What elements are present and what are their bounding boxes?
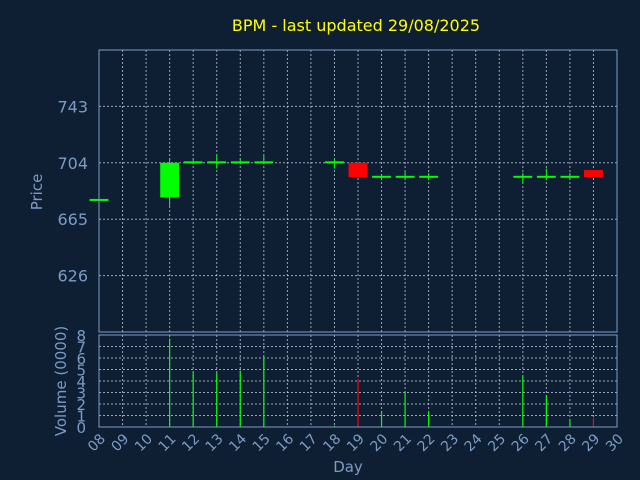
price-axis-label: Price bbox=[28, 174, 46, 211]
volume-tick-label: 3 bbox=[76, 385, 86, 403]
x-tick-label: 15 bbox=[250, 431, 274, 455]
x-tick-label: 11 bbox=[156, 431, 180, 455]
x-tick-label: 08 bbox=[85, 431, 109, 455]
x-tick-label: 19 bbox=[344, 431, 368, 455]
volume-tick-label: 8 bbox=[76, 327, 86, 345]
price-tick-label: 704 bbox=[57, 154, 88, 173]
x-tick-label: 20 bbox=[368, 431, 392, 455]
candle-body bbox=[513, 175, 533, 178]
candle-body bbox=[230, 161, 250, 164]
x-axis-label: Day bbox=[333, 458, 363, 476]
x-tick-label: 10 bbox=[132, 431, 156, 455]
volume-tick-label: 4 bbox=[76, 373, 86, 391]
x-tick-label: 24 bbox=[462, 431, 486, 455]
volume-tick-label: 2 bbox=[76, 396, 86, 414]
x-tick-label: 26 bbox=[509, 431, 533, 455]
volume-bars bbox=[98, 338, 595, 427]
chart-title: BPM - last updated 29/08/2025 bbox=[232, 16, 480, 35]
volume-tick-label: 1 bbox=[76, 408, 86, 426]
price-panel-frame bbox=[98, 49, 618, 333]
price-tick-label: 626 bbox=[57, 267, 88, 286]
volume-axis-label: Volume (0000) bbox=[52, 326, 70, 436]
x-tick-label: 16 bbox=[273, 431, 297, 455]
x-tick-label: 18 bbox=[320, 431, 344, 455]
x-tick-label: 22 bbox=[415, 431, 439, 455]
candle-body bbox=[325, 161, 344, 164]
volume-tick-label: 5 bbox=[76, 362, 86, 380]
candle-body bbox=[584, 170, 603, 178]
x-tick-label: 09 bbox=[109, 431, 133, 455]
x-tick-label: 28 bbox=[556, 431, 580, 455]
candle-body bbox=[395, 175, 415, 178]
x-tick-label: 29 bbox=[579, 431, 603, 455]
candles bbox=[89, 155, 603, 207]
x-tick-label: 12 bbox=[179, 431, 203, 455]
volume-panel-frame bbox=[98, 334, 618, 428]
price-tick-label: 665 bbox=[57, 210, 88, 229]
x-tick-label: 27 bbox=[532, 431, 556, 455]
candle-body bbox=[560, 175, 580, 178]
candle-body bbox=[207, 161, 227, 164]
x-tick-label: 25 bbox=[485, 431, 509, 455]
x-tick-label: 21 bbox=[391, 431, 415, 455]
candle-body bbox=[536, 175, 556, 178]
x-tick-labels: 08 09 10 11 12 13 14 15 16 17 18 19 20 21 22 23 24 25 26 27… bbox=[85, 431, 627, 455]
volume-tick-label: 6 bbox=[76, 350, 86, 368]
candle-body bbox=[348, 162, 368, 178]
candle-body bbox=[160, 162, 180, 198]
price-tick-label: 743 bbox=[57, 97, 88, 116]
x-tick-label: 13 bbox=[203, 431, 227, 455]
candle-body bbox=[419, 175, 439, 178]
x-tick-label: 30 bbox=[603, 431, 627, 455]
price-tick-labels: 626 665 704 743 bbox=[57, 97, 88, 285]
price-grid bbox=[99, 50, 617, 332]
x-tick-label: 23 bbox=[438, 431, 462, 455]
x-tick-label: 17 bbox=[297, 431, 321, 455]
candle-body bbox=[372, 175, 391, 178]
x-tick-label: 14 bbox=[226, 431, 250, 455]
candle-body bbox=[254, 161, 274, 164]
candle-body bbox=[183, 161, 203, 164]
volume-tick-label: 0 bbox=[76, 419, 86, 437]
volume-tick-label: 7 bbox=[76, 339, 86, 357]
